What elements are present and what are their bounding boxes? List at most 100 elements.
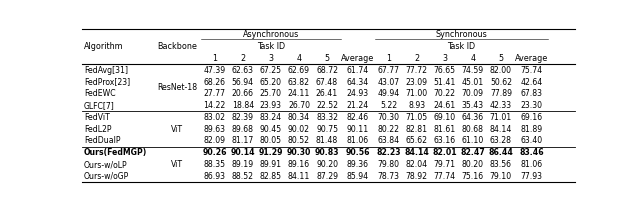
Text: Synchronous: Synchronous (436, 30, 487, 39)
Text: Ours-w/oLP: Ours-w/oLP (84, 160, 127, 169)
Text: 83.56: 83.56 (490, 160, 512, 169)
Text: 81.48: 81.48 (316, 136, 338, 145)
Text: 65.62: 65.62 (406, 136, 428, 145)
Text: 42.33: 42.33 (490, 101, 512, 110)
Text: ViT: ViT (172, 125, 183, 134)
Text: 47.39: 47.39 (204, 66, 226, 75)
Text: 90.14: 90.14 (230, 148, 255, 157)
Text: 42.64: 42.64 (520, 78, 543, 87)
Text: 77.72: 77.72 (406, 66, 428, 75)
Text: GLFC[7]: GLFC[7] (84, 101, 115, 110)
Text: 88.52: 88.52 (232, 172, 254, 181)
Text: 77.74: 77.74 (434, 172, 456, 181)
Text: 26.70: 26.70 (288, 101, 310, 110)
Text: 81.89: 81.89 (520, 125, 543, 134)
Text: 89.16: 89.16 (288, 160, 310, 169)
Text: 90.30: 90.30 (287, 148, 311, 157)
Text: 1: 1 (212, 54, 217, 63)
Text: 83.24: 83.24 (260, 113, 282, 122)
Text: 71.05: 71.05 (406, 113, 428, 122)
Text: 82.81: 82.81 (406, 125, 428, 134)
Text: 90.11: 90.11 (347, 125, 369, 134)
Text: 45.01: 45.01 (461, 78, 484, 87)
Text: 85.94: 85.94 (347, 172, 369, 181)
Text: 78.73: 78.73 (378, 172, 399, 181)
Text: 70.30: 70.30 (378, 113, 399, 122)
Text: 62.69: 62.69 (288, 66, 310, 75)
Text: 90.26: 90.26 (202, 148, 227, 157)
Text: 83.32: 83.32 (316, 113, 338, 122)
Text: 24.93: 24.93 (347, 89, 369, 98)
Text: 71.00: 71.00 (406, 89, 428, 98)
Text: FedViT: FedViT (84, 113, 110, 122)
Text: 80.68: 80.68 (462, 125, 484, 134)
Text: Task ID: Task ID (447, 42, 476, 51)
Text: 79.80: 79.80 (378, 160, 399, 169)
Text: 4: 4 (470, 54, 476, 63)
Text: FedDualP: FedDualP (84, 136, 120, 145)
Text: 89.19: 89.19 (232, 160, 254, 169)
Text: 27.77: 27.77 (204, 89, 226, 98)
Text: 70.22: 70.22 (434, 89, 456, 98)
Text: 70.09: 70.09 (462, 89, 484, 98)
Text: 63.84: 63.84 (378, 136, 399, 145)
Text: 87.29: 87.29 (316, 172, 338, 181)
Text: 21.24: 21.24 (347, 101, 369, 110)
Text: 79.71: 79.71 (434, 160, 456, 169)
Text: 63.40: 63.40 (520, 136, 543, 145)
Text: 81.17: 81.17 (232, 136, 254, 145)
Text: 89.68: 89.68 (232, 125, 254, 134)
Text: 4: 4 (296, 54, 301, 63)
Text: Asynchronous: Asynchronous (243, 30, 299, 39)
Text: 61.74: 61.74 (347, 66, 369, 75)
Text: 82.39: 82.39 (232, 113, 254, 122)
Text: 84.14: 84.14 (490, 125, 512, 134)
Text: 49.94: 49.94 (378, 89, 400, 98)
Text: 90.56: 90.56 (346, 148, 370, 157)
Text: 2: 2 (414, 54, 419, 63)
Text: 69.10: 69.10 (434, 113, 456, 122)
Text: 82.23: 82.23 (376, 148, 401, 157)
Text: 90.83: 90.83 (315, 148, 339, 157)
Text: 83.46: 83.46 (519, 148, 544, 157)
Text: Algorithm: Algorithm (84, 42, 124, 51)
Text: 22.52: 22.52 (316, 101, 338, 110)
Text: 68.72: 68.72 (316, 66, 338, 75)
Text: FedL2P: FedL2P (84, 125, 111, 134)
Text: 80.05: 80.05 (260, 136, 282, 145)
Text: 86.44: 86.44 (488, 148, 513, 157)
Text: 79.10: 79.10 (490, 172, 512, 181)
Text: 67.25: 67.25 (260, 66, 282, 75)
Text: 83.02: 83.02 (204, 113, 226, 122)
Text: 76.65: 76.65 (434, 66, 456, 75)
Text: 82.01: 82.01 (433, 148, 457, 157)
Text: 91.29: 91.29 (259, 148, 283, 157)
Text: 5: 5 (324, 54, 330, 63)
Text: ViT: ViT (172, 160, 183, 169)
Text: 90.45: 90.45 (260, 125, 282, 134)
Text: 68.26: 68.26 (204, 78, 226, 87)
Text: 77.93: 77.93 (521, 172, 543, 181)
Text: 23.30: 23.30 (521, 101, 543, 110)
Text: 86.93: 86.93 (204, 172, 226, 181)
Text: 63.28: 63.28 (490, 136, 512, 145)
Text: 75.74: 75.74 (520, 66, 543, 75)
Text: 67.77: 67.77 (378, 66, 399, 75)
Text: 82.09: 82.09 (204, 136, 226, 145)
Text: 67.48: 67.48 (316, 78, 338, 87)
Text: 80.52: 80.52 (288, 136, 310, 145)
Text: 71.01: 71.01 (490, 113, 512, 122)
Text: 82.04: 82.04 (406, 160, 428, 169)
Text: FedEWC: FedEWC (84, 89, 116, 98)
Text: 43.07: 43.07 (378, 78, 399, 87)
Text: 67.83: 67.83 (521, 89, 543, 98)
Text: 90.02: 90.02 (288, 125, 310, 134)
Text: 63.16: 63.16 (434, 136, 456, 145)
Text: FedProx[23]: FedProx[23] (84, 78, 130, 87)
Text: 82.00: 82.00 (490, 66, 512, 75)
Text: Task ID: Task ID (257, 42, 285, 51)
Text: 1: 1 (386, 54, 391, 63)
Text: 50.62: 50.62 (490, 78, 512, 87)
Text: 62.63: 62.63 (232, 66, 254, 75)
Text: Average: Average (515, 54, 548, 63)
